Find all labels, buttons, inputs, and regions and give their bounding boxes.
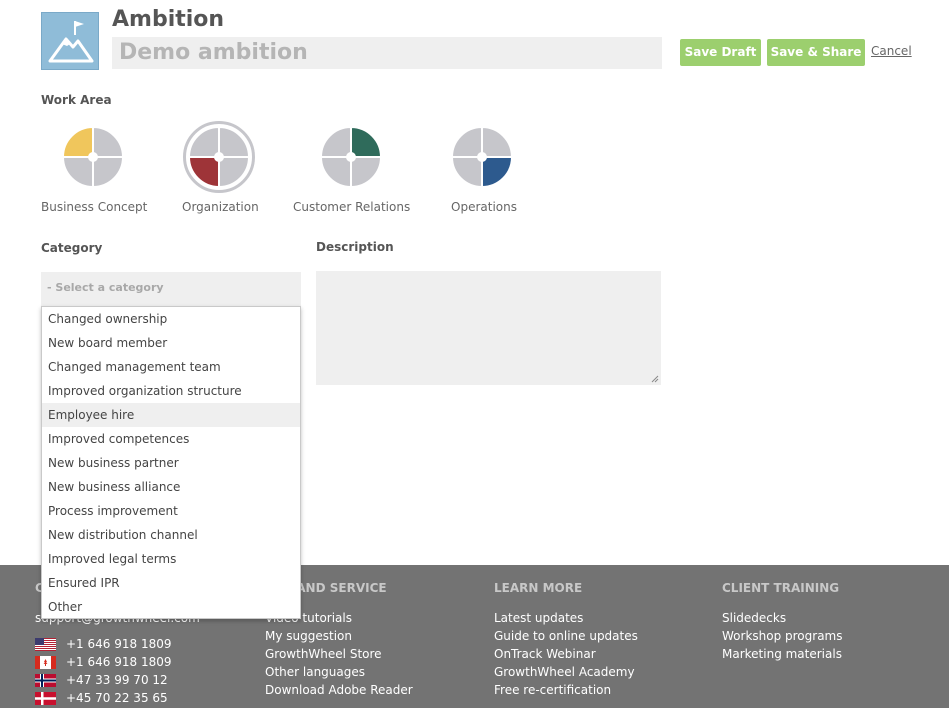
page-title: Ambition	[112, 7, 225, 32]
category-option[interactable]: Changed ownership	[48, 312, 168, 326]
learn-more-link[interactable]: Guide to online updates	[494, 629, 638, 643]
category-dropdown: Changed ownership New board member Changed…	[41, 306, 301, 619]
norway-flag-icon	[35, 673, 66, 687]
work-area-wheel-customer-relations[interactable]	[319, 125, 383, 189]
client-training-link[interactable]: Workshop programs	[722, 629, 843, 643]
category-select[interactable]: - Select a category	[41, 272, 301, 306]
save-draft-button[interactable]: Save Draft	[680, 39, 761, 66]
work-area-label-customer-relations[interactable]: Customer Relations	[293, 200, 411, 214]
save-share-button[interactable]: Save & Share	[767, 39, 865, 66]
learn-more-heading: LEARN MORE	[494, 581, 583, 595]
client-training-link[interactable]: Marketing materials	[722, 647, 842, 661]
denmark-flag-icon	[35, 691, 66, 705]
category-option[interactable]: Process improvement	[48, 504, 178, 518]
learn-more-link[interactable]: GrowthWheel Academy	[494, 665, 635, 679]
canada-flag-icon	[35, 655, 66, 669]
learn-more-link[interactable]: Latest updates	[494, 611, 584, 625]
category-option[interactable]: Improved competences	[48, 432, 190, 446]
category-option[interactable]: Ensured IPR	[48, 576, 120, 590]
phone-number[interactable]: +45 70 22 35 65	[66, 691, 168, 705]
us-flag-icon	[35, 637, 66, 651]
phone-list: +1 646 918 1809 +1 646 918 1809 +47 33 99 …	[35, 635, 171, 707]
category-option[interactable]: New business partner	[48, 456, 179, 470]
learn-more-link[interactable]: OnTrack Webinar	[494, 647, 596, 661]
cancel-link[interactable]: Cancel	[871, 44, 912, 58]
client-training-link[interactable]: Slidedecks	[722, 611, 787, 625]
category-option[interactable]: New business alliance	[48, 480, 181, 494]
ambition-mountain-icon	[41, 12, 99, 70]
support-link[interactable]: Download Adobe Reader	[265, 683, 413, 697]
phone-row: +1 646 918 1809	[35, 635, 171, 653]
work-area-wheel-business-concept[interactable]	[61, 125, 125, 189]
work-area-label-organization[interactable]: Organization	[182, 200, 259, 214]
category-option[interactable]: Improved legal terms	[48, 552, 177, 566]
category-label: Category	[41, 241, 103, 255]
phone-row: +1 646 918 1809	[35, 653, 171, 671]
resize-grip-icon[interactable]	[651, 375, 659, 383]
phone-row: +47 33 99 70 12	[35, 671, 171, 689]
support-link[interactable]: My suggestion	[265, 629, 352, 643]
work-area-label-business-concept[interactable]: Business Concept	[41, 200, 148, 214]
category-option[interactable]: Employee hire	[42, 403, 300, 427]
ambition-name-input[interactable]: Demo ambition	[112, 37, 662, 69]
contact-heading: C	[35, 581, 44, 595]
category-option[interactable]: Changed management team	[48, 360, 221, 374]
work-area-wheel-organization[interactable]	[187, 125, 251, 189]
work-area-label-operations[interactable]: Operations	[451, 200, 517, 214]
work-area-wheel-operations[interactable]	[450, 125, 514, 189]
support-link[interactable]: Other languages	[265, 665, 366, 679]
phone-number[interactable]: +1 646 918 1809	[66, 655, 172, 669]
learn-more-link[interactable]: Free re-certification	[494, 683, 612, 697]
category-option[interactable]: New distribution channel	[48, 528, 198, 542]
selected-wheel-ring	[183, 121, 255, 193]
category-option[interactable]: Improved organization structure	[48, 384, 242, 398]
category-option[interactable]: New board member	[48, 336, 168, 350]
description-textarea[interactable]	[316, 271, 661, 385]
description-label: Description	[316, 240, 394, 254]
category-option[interactable]: Other	[48, 600, 83, 614]
phone-row: +45 70 22 35 65	[35, 689, 171, 707]
phone-number[interactable]: +47 33 99 70 12	[66, 673, 168, 687]
work-area-label: Work Area	[41, 93, 112, 107]
support-link[interactable]: GrowthWheel Store	[265, 647, 382, 661]
phone-number[interactable]: +1 646 918 1809	[66, 637, 172, 651]
client-training-heading: CLIENT TRAINING	[722, 581, 840, 595]
